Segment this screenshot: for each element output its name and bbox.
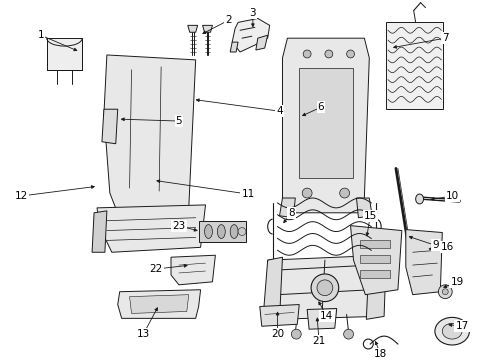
Circle shape [441,289,447,295]
Polygon shape [232,18,269,52]
Polygon shape [202,25,212,32]
Bar [360,255,389,263]
Circle shape [346,50,354,58]
Polygon shape [92,211,107,252]
Text: 7: 7 [441,33,447,43]
Polygon shape [171,255,215,285]
Bar [386,22,443,109]
Polygon shape [306,309,336,329]
Polygon shape [118,290,200,318]
Ellipse shape [434,318,468,345]
Text: 17: 17 [454,321,468,331]
Polygon shape [230,42,238,52]
Text: 21: 21 [312,336,325,346]
Polygon shape [102,109,118,144]
Text: 8: 8 [287,208,294,218]
Polygon shape [350,226,401,295]
Polygon shape [366,255,386,319]
Text: 14: 14 [320,311,333,321]
Ellipse shape [441,323,461,339]
Polygon shape [47,38,82,70]
Polygon shape [279,198,295,218]
Text: 20: 20 [270,329,284,339]
Ellipse shape [415,194,423,204]
Ellipse shape [204,225,212,238]
Text: 6: 6 [317,102,324,112]
Ellipse shape [217,225,225,238]
Text: 12: 12 [15,191,28,201]
Circle shape [291,329,301,339]
Text: 16: 16 [440,242,453,252]
Text: 19: 19 [449,277,463,287]
Text: 4: 4 [276,106,282,116]
Text: 13: 13 [137,329,150,339]
Polygon shape [97,205,205,252]
Circle shape [238,228,245,235]
Polygon shape [104,55,195,211]
Text: 5: 5 [175,116,182,126]
Text: 2: 2 [224,15,231,26]
Polygon shape [405,230,441,295]
Polygon shape [129,295,188,314]
Circle shape [339,188,349,198]
Text: 10: 10 [445,191,458,201]
Bar [360,240,389,248]
Text: 18: 18 [373,349,386,359]
Text: 11: 11 [241,189,254,199]
Circle shape [324,50,332,58]
Circle shape [316,280,332,296]
Polygon shape [299,68,352,178]
Circle shape [437,285,451,299]
Polygon shape [267,255,383,319]
Circle shape [302,188,311,198]
Circle shape [310,274,338,302]
Text: 15: 15 [363,211,376,221]
Text: 1: 1 [38,30,44,40]
Ellipse shape [230,225,238,238]
Bar [360,270,389,278]
Polygon shape [255,35,267,50]
Circle shape [343,329,353,339]
Bar [198,221,245,242]
Text: 9: 9 [431,240,438,250]
Polygon shape [187,25,197,32]
Polygon shape [259,305,299,326]
Text: 22: 22 [149,264,163,274]
Circle shape [303,50,310,58]
Text: 3: 3 [249,8,256,18]
Polygon shape [282,38,368,213]
Text: 23: 23 [172,221,185,231]
Polygon shape [356,198,371,218]
Polygon shape [262,257,282,322]
